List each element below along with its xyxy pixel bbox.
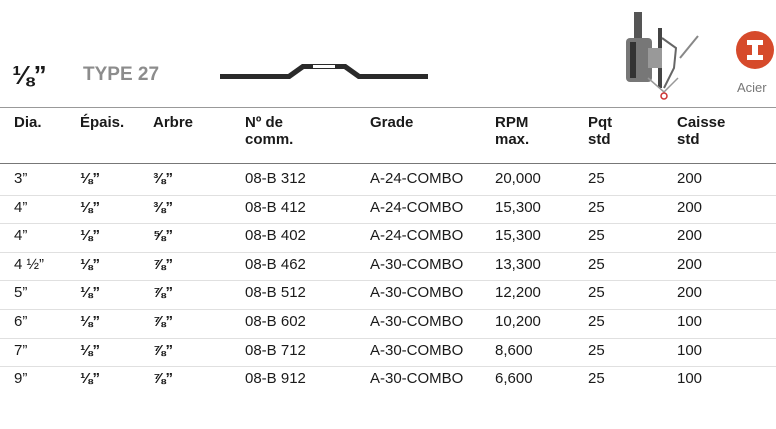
table-cell: 25 (588, 341, 605, 359)
table-cell: 200 (677, 227, 703, 245)
table-cell: ⅞” (153, 313, 174, 330)
table-cell: 25 (588, 227, 605, 245)
table-cell: 13,300 (495, 255, 541, 273)
table-cell: ⅛” (80, 227, 101, 245)
table-cell: 6” (14, 313, 28, 330)
table-cell: 08-B 412 (245, 198, 306, 216)
table-cell: ⅞” (153, 341, 174, 359)
row-rule (0, 309, 776, 310)
table-cell: 4” (14, 227, 28, 245)
table-cell: 6,600 (495, 370, 533, 388)
row-rule (0, 337, 776, 339)
table-cell: A-24-COMBO (370, 170, 464, 187)
table-cell: 100 (677, 370, 703, 388)
table-cell: ⅞” (153, 284, 174, 302)
table-cell: 25 (588, 313, 605, 330)
table-cell: A-30-COMBO (370, 313, 464, 330)
column-header: Arbre (153, 114, 194, 131)
table-cell: A-30-COMBO (370, 370, 464, 388)
type-title: TYPE 27 (83, 64, 160, 85)
material-label: Acier (737, 80, 767, 95)
table-cell: 8,600 (495, 341, 533, 359)
table-cell: 08-B 402 (245, 227, 306, 245)
table-cell: 25 (588, 370, 605, 388)
material-icon (736, 31, 774, 69)
table-cell: 3” (14, 170, 28, 187)
column-header: Épais. (80, 114, 125, 131)
table-cell: 10,200 (495, 313, 541, 330)
table-cell: 20,000 (495, 170, 541, 187)
header-bottom-rule (0, 163, 776, 164)
table-cell: 5” (14, 284, 28, 302)
table-cell: 200 (677, 170, 703, 187)
row-rule (0, 366, 776, 368)
table-cell: 25 (588, 255, 605, 273)
table-cell: 7” (14, 341, 28, 359)
table-cell: ⅞” (153, 255, 174, 273)
row-rule (0, 194, 776, 196)
grinder-icon (626, 12, 699, 100)
column-header: Pqt std (588, 114, 613, 148)
table-cell: ⅛” (80, 284, 101, 302)
table-cell: ⅛” (80, 255, 101, 273)
table-cell: 9” (14, 370, 28, 388)
table-cell: 200 (677, 198, 703, 216)
table-cell: 25 (588, 198, 605, 216)
size-title: ⅛” (12, 60, 47, 90)
table-cell: 4 ½” (14, 255, 45, 273)
table-cell: A-30-COMBO (370, 284, 464, 302)
table-cell: ⅛” (80, 370, 101, 388)
disc-profile (220, 64, 428, 79)
table-cell: 15,300 (495, 227, 541, 245)
table-cell: 08-B 712 (245, 341, 306, 359)
table-cell: 100 (677, 341, 703, 359)
row-rule (0, 223, 776, 225)
table-cell: A-24-COMBO (370, 198, 464, 216)
table-cell: ⅜” (153, 198, 174, 216)
table-cell: ⅛” (80, 341, 101, 359)
table-cell: 08-B 512 (245, 284, 306, 302)
table-cell: ⅜” (153, 170, 174, 187)
table-cell: 12,200 (495, 284, 541, 302)
table-cell: ⅛” (80, 313, 101, 330)
table-cell: ⅝” (153, 227, 174, 245)
table-cell: ⅛” (80, 170, 101, 187)
table-cell: 15,300 (495, 198, 541, 216)
table-cell: 08-B 602 (245, 313, 306, 330)
row-rule (0, 280, 776, 282)
header-top-rule (0, 107, 776, 108)
table-cell: 200 (677, 284, 703, 302)
row-rule (0, 251, 776, 253)
table-cell: A-30-COMBO (370, 341, 464, 359)
column-header: Nº de comm. (245, 114, 294, 148)
table-cell: 08-B 462 (245, 255, 306, 273)
table-cell: 25 (588, 284, 605, 302)
table-cell: ⅛” (80, 198, 101, 216)
column-header: Grade (370, 114, 414, 131)
table-cell: A-24-COMBO (370, 227, 464, 245)
table-cell: 25 (588, 170, 605, 187)
column-header: Dia. (14, 114, 42, 131)
column-header: RPM max. (495, 114, 530, 148)
column-header: Caisse std (677, 114, 726, 148)
table-cell: ⅞” (153, 370, 174, 388)
table-cell: A-30-COMBO (370, 255, 464, 273)
table-cell: 100 (677, 313, 703, 330)
table-cell: 4” (14, 198, 28, 216)
table-cell: 200 (677, 255, 703, 273)
table-cell: 08-B 912 (245, 370, 306, 388)
table-cell: 08-B 312 (245, 170, 306, 187)
